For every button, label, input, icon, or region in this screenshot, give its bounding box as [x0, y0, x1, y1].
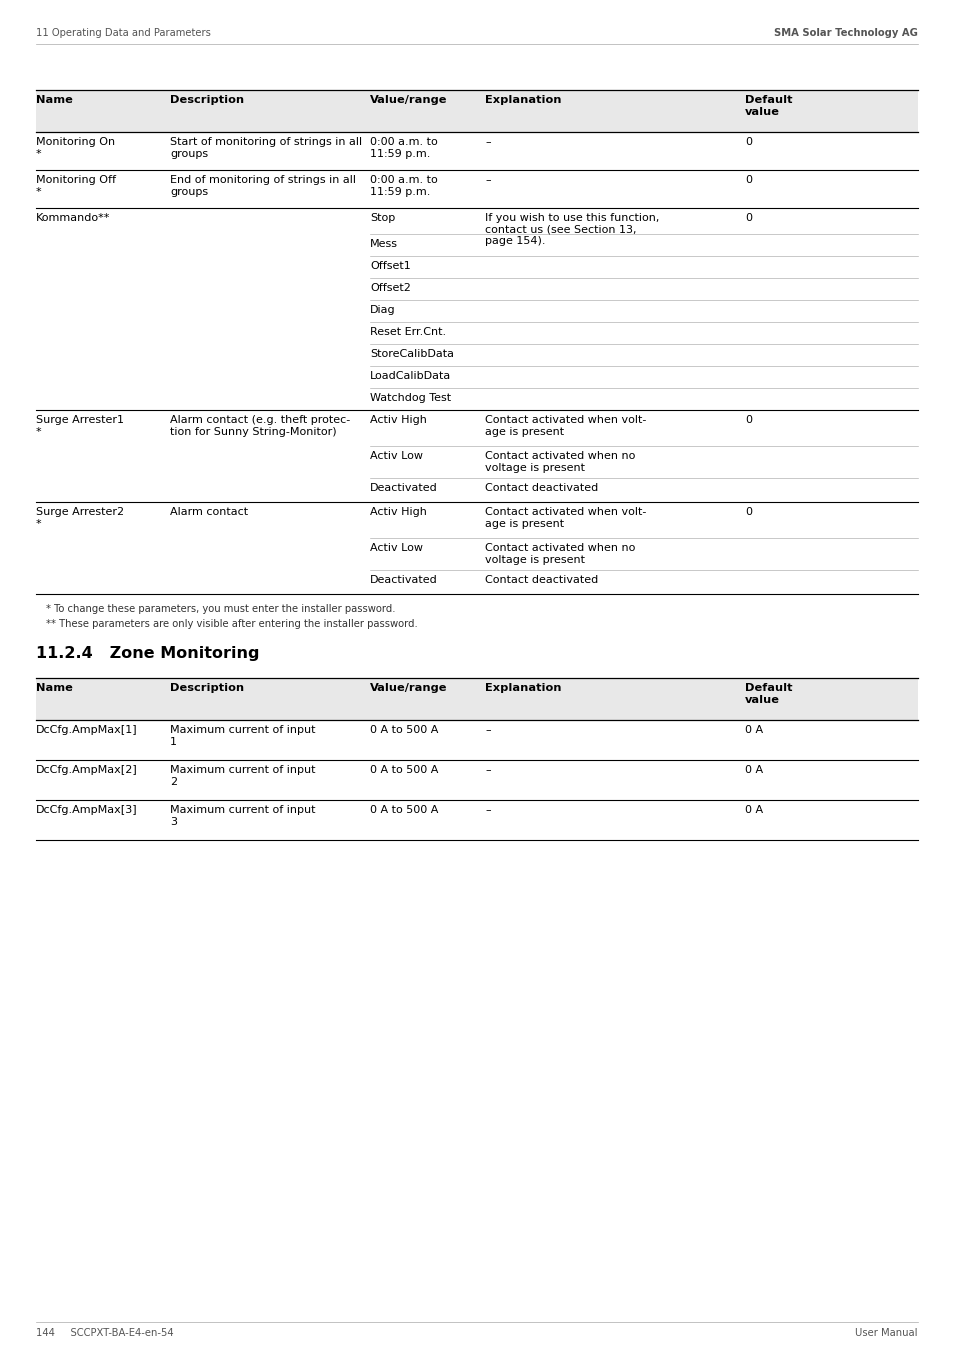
Text: DcCfg.AmpMax[2]: DcCfg.AmpMax[2]	[36, 765, 137, 775]
Text: Activ High: Activ High	[370, 414, 426, 425]
Text: Offset1: Offset1	[370, 261, 411, 271]
Text: 0: 0	[744, 508, 751, 517]
Text: Maximum current of input
2: Maximum current of input 2	[170, 765, 315, 787]
Text: Name: Name	[36, 95, 72, 105]
Text: 0 A: 0 A	[744, 725, 762, 734]
Text: Description: Description	[170, 95, 244, 105]
Text: 11.2.4   Zone Monitoring: 11.2.4 Zone Monitoring	[36, 647, 259, 662]
Text: Mess: Mess	[370, 239, 397, 248]
Text: * To change these parameters, you must enter the installer password.: * To change these parameters, you must e…	[46, 603, 395, 614]
Text: Contact activated when no
voltage is present: Contact activated when no voltage is pre…	[484, 451, 635, 472]
Text: End of monitoring of strings in all
groups: End of monitoring of strings in all grou…	[170, 176, 355, 197]
Text: –: –	[484, 176, 490, 185]
Text: Activ High: Activ High	[370, 508, 426, 517]
Text: StoreCalibData: StoreCalibData	[370, 350, 454, 359]
Text: 0 A: 0 A	[744, 765, 762, 775]
Text: DcCfg.AmpMax[1]: DcCfg.AmpMax[1]	[36, 725, 137, 734]
Text: Explanation: Explanation	[484, 683, 561, 693]
Text: 0 A: 0 A	[744, 805, 762, 815]
Text: ** These parameters are only visible after entering the installer password.: ** These parameters are only visible aft…	[46, 620, 417, 629]
Text: Reset Err.Cnt.: Reset Err.Cnt.	[370, 327, 446, 338]
Text: Deactivated: Deactivated	[370, 483, 437, 493]
Text: 0: 0	[744, 136, 751, 147]
Text: Explanation: Explanation	[484, 95, 561, 105]
Text: 11 Operating Data and Parameters: 11 Operating Data and Parameters	[36, 28, 211, 38]
Text: Alarm contact: Alarm contact	[170, 508, 248, 517]
Text: 0:00 a.m. to
11:59 p.m.: 0:00 a.m. to 11:59 p.m.	[370, 176, 437, 197]
Text: –: –	[484, 725, 490, 734]
Text: –: –	[484, 136, 490, 147]
Text: 0 A to 500 A: 0 A to 500 A	[370, 805, 438, 815]
Text: Contact deactivated: Contact deactivated	[484, 575, 598, 585]
Text: 144     SCCPXT-BA-E4-en-54: 144 SCCPXT-BA-E4-en-54	[36, 1328, 173, 1338]
Text: 0:00 a.m. to
11:59 p.m.: 0:00 a.m. to 11:59 p.m.	[370, 136, 437, 158]
Text: Value/range: Value/range	[370, 683, 447, 693]
Bar	[36, 678, 917, 720]
Text: Monitoring On
*: Monitoring On *	[36, 136, 115, 158]
Text: 0 A to 500 A: 0 A to 500 A	[370, 765, 438, 775]
Text: Value/range: Value/range	[370, 95, 447, 105]
Text: Monitoring Off
*: Monitoring Off *	[36, 176, 116, 197]
Text: 0: 0	[744, 213, 751, 223]
Text: Contact activated when volt-
age is present: Contact activated when volt- age is pres…	[484, 414, 646, 436]
Text: –: –	[484, 805, 490, 815]
Text: Contact activated when no
voltage is present: Contact activated when no voltage is pre…	[484, 543, 635, 564]
Text: Deactivated: Deactivated	[370, 575, 437, 585]
Text: Maximum current of input
3: Maximum current of input 3	[170, 805, 315, 826]
Text: Name: Name	[36, 683, 72, 693]
Text: Surge Arrester2
*: Surge Arrester2 *	[36, 508, 124, 529]
Text: 0 A to 500 A: 0 A to 500 A	[370, 725, 438, 734]
Text: Default
value: Default value	[744, 683, 792, 705]
Text: Contact deactivated: Contact deactivated	[484, 483, 598, 493]
Text: Alarm contact (e.g. theft protec-
tion for Sunny String-Monitor): Alarm contact (e.g. theft protec- tion f…	[170, 414, 350, 436]
Text: Description: Description	[170, 683, 244, 693]
Text: Watchdog Test: Watchdog Test	[370, 393, 451, 404]
Text: Surge Arrester1
*: Surge Arrester1 *	[36, 414, 124, 436]
Text: Maximum current of input
1: Maximum current of input 1	[170, 725, 315, 747]
Text: 0: 0	[744, 176, 751, 185]
Text: DcCfg.AmpMax[3]: DcCfg.AmpMax[3]	[36, 805, 137, 815]
Text: Activ Low: Activ Low	[370, 543, 422, 554]
Text: Diag: Diag	[370, 305, 395, 315]
Text: If you wish to use this function,
contact us (see Section 13,
page 154).: If you wish to use this function, contac…	[484, 213, 659, 246]
Text: Start of monitoring of strings in all
groups: Start of monitoring of strings in all gr…	[170, 136, 362, 158]
Bar	[36, 90, 917, 132]
Text: Activ Low: Activ Low	[370, 451, 422, 460]
Text: Default
value: Default value	[744, 95, 792, 116]
Text: LoadCalibData: LoadCalibData	[370, 371, 451, 381]
Text: SMA Solar Technology AG: SMA Solar Technology AG	[773, 28, 917, 38]
Text: User Manual: User Manual	[855, 1328, 917, 1338]
Text: –: –	[484, 765, 490, 775]
Text: 0: 0	[744, 414, 751, 425]
Text: Offset2: Offset2	[370, 284, 411, 293]
Text: Kommando**: Kommando**	[36, 213, 111, 223]
Text: Stop: Stop	[370, 213, 395, 223]
Text: Contact activated when volt-
age is present: Contact activated when volt- age is pres…	[484, 508, 646, 529]
